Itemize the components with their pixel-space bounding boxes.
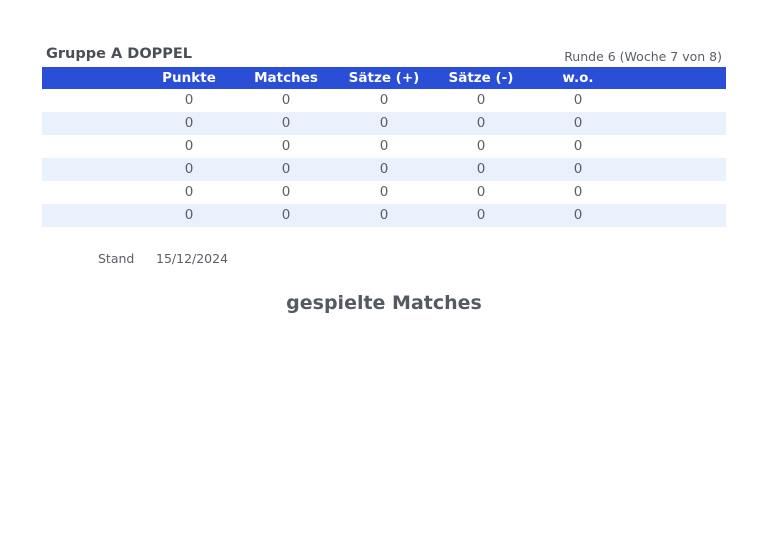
table-cell: 0 — [476, 115, 486, 131]
table-row: 0 0 0 0 0 — [42, 112, 726, 135]
table-cell: 0 — [184, 207, 194, 223]
table-cell: 0 — [184, 115, 194, 131]
header-punkte: Punkte — [162, 70, 216, 86]
stand-label: Stand — [98, 251, 135, 266]
table-cell: 0 — [379, 115, 389, 131]
header-saetze-minus: Sätze (-) — [448, 70, 514, 86]
standings-table: Punkte Matches Sätze (+) Sätze (-) w.o. … — [42, 67, 726, 227]
table-cell: 0 — [281, 115, 291, 131]
table-cell: 0 — [281, 138, 291, 154]
table-cell: 0 — [476, 184, 486, 200]
table-cell: 0 — [476, 161, 486, 177]
table-cell: 0 — [573, 207, 583, 223]
table-cell: 0 — [281, 161, 291, 177]
round-info: Runde 6 (Woche 7 von 8) — [564, 49, 722, 64]
stand-date: 15/12/2024 — [156, 251, 229, 266]
table-cell: 0 — [476, 138, 486, 154]
table-cell: 0 — [573, 161, 583, 177]
table-cell: 0 — [281, 207, 291, 223]
table-row: 0 0 0 0 0 — [42, 204, 726, 227]
header-wo: w.o. — [562, 70, 594, 86]
group-title: Gruppe A DOPPEL — [46, 46, 193, 62]
table-cell: 0 — [379, 207, 389, 223]
table-row: 0 0 0 0 0 — [42, 158, 726, 181]
table-cell: 0 — [476, 92, 486, 108]
table-cell: 0 — [573, 184, 583, 200]
table-row: 0 0 0 0 0 — [42, 181, 726, 204]
table-cell: 0 — [573, 115, 583, 131]
table-cell: 0 — [184, 161, 194, 177]
table-row: 0 0 0 0 0 — [42, 89, 726, 112]
table-cell: 0 — [573, 92, 583, 108]
table-cell: 0 — [379, 161, 389, 177]
table-cell: 0 — [379, 92, 389, 108]
table-row: 0 0 0 0 0 — [42, 135, 726, 158]
table-cell: 0 — [184, 138, 194, 154]
table-cell: 0 — [379, 184, 389, 200]
header-saetze-plus: Sätze (+) — [348, 70, 420, 86]
table-cell: 0 — [476, 207, 486, 223]
table-cell: 0 — [281, 184, 291, 200]
table-cell: 0 — [184, 92, 194, 108]
table-header: Punkte Matches Sätze (+) Sätze (-) w.o. — [42, 67, 726, 89]
header-matches: Matches — [254, 70, 318, 86]
table-cell: 0 — [281, 92, 291, 108]
table-cell: 0 — [573, 138, 583, 154]
table-cell: 0 — [184, 184, 194, 200]
table-cell: 0 — [379, 138, 389, 154]
section-title: gespielte Matches — [286, 292, 482, 314]
